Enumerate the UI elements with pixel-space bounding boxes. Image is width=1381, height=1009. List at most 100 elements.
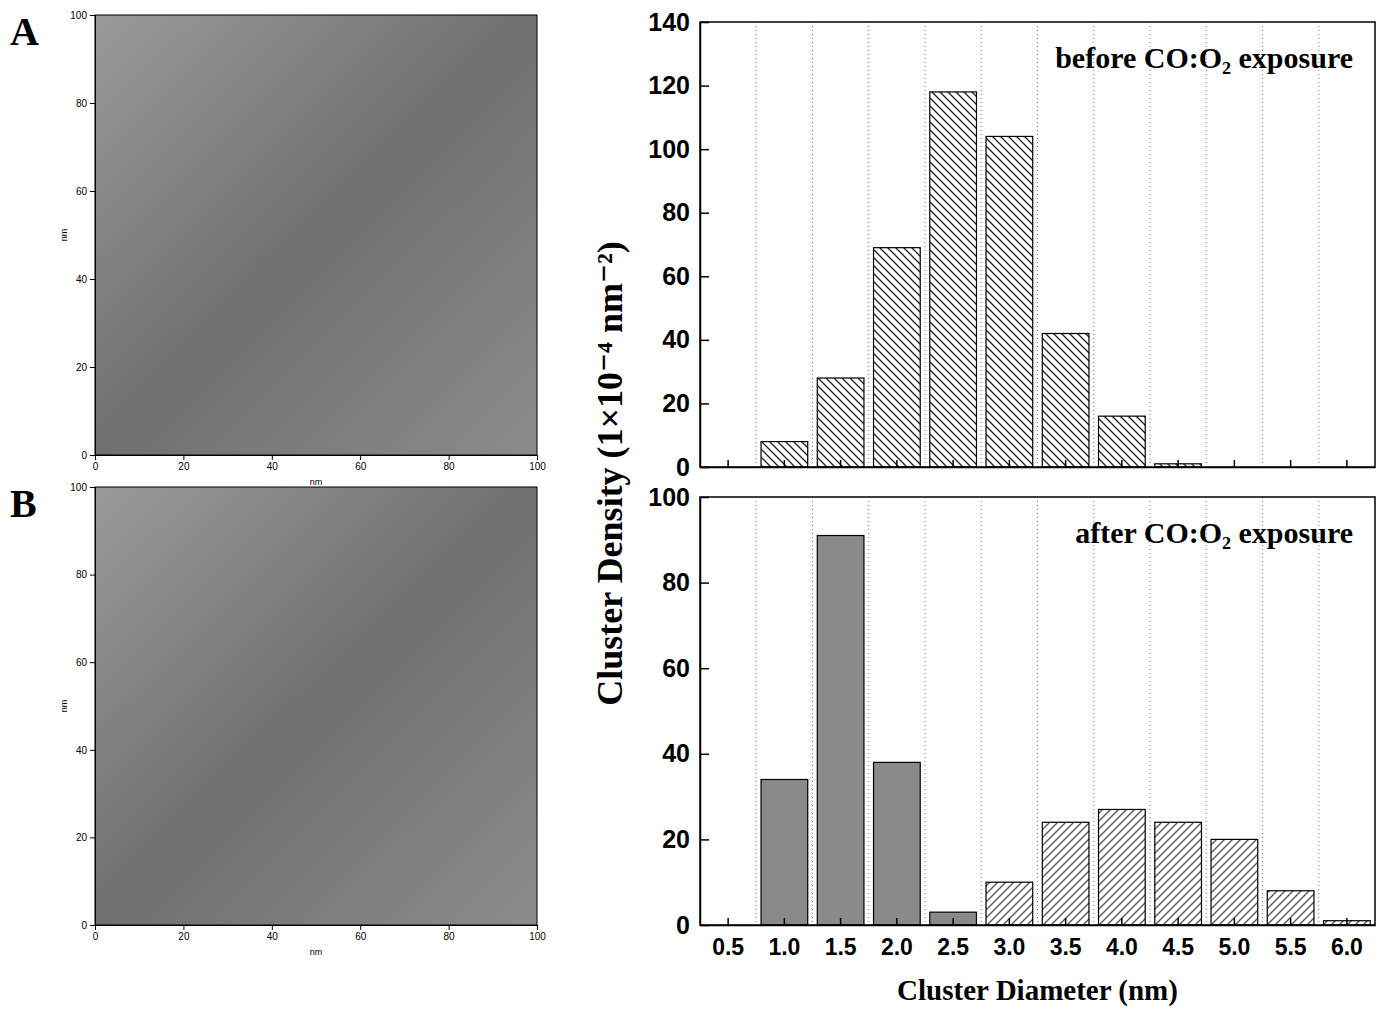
grid-line xyxy=(1150,497,1151,925)
tick: 60 xyxy=(355,925,367,942)
tick-label: 60 xyxy=(355,931,367,942)
tick xyxy=(1290,460,1291,467)
grid-line xyxy=(1150,22,1151,467)
tick-label: 0.5 xyxy=(712,934,744,960)
tick-label: 0 xyxy=(93,931,99,942)
x-axis-title: nm xyxy=(310,477,323,487)
tick-mark xyxy=(90,837,95,838)
tick-label: 4.5 xyxy=(1162,934,1194,960)
tick: 20 xyxy=(76,362,95,373)
grid xyxy=(756,22,1319,467)
tick: 5.0 xyxy=(1218,918,1250,960)
tick-mark xyxy=(727,460,729,467)
x-axis xyxy=(701,460,1376,468)
image-area xyxy=(95,487,537,925)
tick: 60 xyxy=(662,262,709,290)
x-axis: 0.51.01.52.02.53.03.54.04.55.05.56.0 xyxy=(701,918,1376,960)
tick-mark xyxy=(1290,460,1292,467)
tick: 3.5 xyxy=(1050,918,1082,960)
bar xyxy=(761,442,808,467)
bar xyxy=(761,779,808,925)
tick-label: 40 xyxy=(662,739,690,767)
tick: 60 xyxy=(662,654,709,682)
panel-label: A xyxy=(10,9,39,54)
tick-label: 20 xyxy=(662,389,690,417)
tick: 80 xyxy=(662,568,709,596)
tick-label: 1.5 xyxy=(825,934,857,960)
tick-mark xyxy=(896,918,898,925)
tick-label: 80 xyxy=(76,98,88,109)
tick-label: 100 xyxy=(529,461,546,472)
bar xyxy=(1211,839,1258,925)
tick: 100 xyxy=(648,135,709,163)
grid-line xyxy=(812,22,813,467)
tick-label: 6.0 xyxy=(1331,934,1363,960)
bar xyxy=(874,248,921,467)
tick-label: 0 xyxy=(81,450,87,461)
tick-label: 120 xyxy=(648,71,690,99)
tick-mark xyxy=(952,918,954,925)
image-panel: 020406080100020406080100nmnmA xyxy=(10,9,546,487)
tick xyxy=(896,460,897,467)
tick-mark xyxy=(1234,918,1236,925)
bar xyxy=(986,136,1033,467)
tick-mark xyxy=(537,455,538,460)
tick-label: 60 xyxy=(76,657,88,668)
tick-label: 40 xyxy=(662,325,690,353)
bar xyxy=(817,536,864,925)
tick: 60 xyxy=(76,186,95,197)
x-axis-title: Cluster Diameter (nm) xyxy=(897,974,1178,1007)
tick: 100 xyxy=(529,925,546,942)
tick: 80 xyxy=(444,925,456,942)
y-axis: 020406080100 xyxy=(70,482,95,931)
tick-mark xyxy=(700,403,709,405)
grid-line xyxy=(1318,22,1319,467)
tick: 2.0 xyxy=(881,918,913,960)
tick: 40 xyxy=(267,455,279,472)
bar xyxy=(874,762,921,925)
tick xyxy=(1121,460,1122,467)
tick-mark xyxy=(700,85,709,87)
tick: 60 xyxy=(76,657,95,668)
grid-line xyxy=(1262,497,1263,925)
tick-label: 20 xyxy=(662,825,690,853)
grid-line xyxy=(1037,497,1038,925)
grid-line xyxy=(868,22,869,467)
tick: 4.0 xyxy=(1106,918,1138,960)
tick: 5.5 xyxy=(1275,918,1307,960)
y-axis: 020406080100120140 xyxy=(648,8,709,481)
grid-line xyxy=(812,497,813,925)
tick-mark xyxy=(449,455,450,460)
tick: 80 xyxy=(662,198,709,226)
tick-label: 100 xyxy=(648,483,690,511)
tick-mark xyxy=(840,918,842,925)
tick-mark xyxy=(272,455,273,460)
tick-label: 20 xyxy=(76,362,88,373)
tick-label: 60 xyxy=(662,262,690,290)
tick-label: 40 xyxy=(267,931,279,942)
tick-label: 40 xyxy=(76,274,88,285)
tick: 40 xyxy=(662,325,709,353)
tick: 20 xyxy=(178,455,190,472)
tick-mark xyxy=(90,15,95,16)
tick-mark xyxy=(700,925,709,927)
tick-label: 2.5 xyxy=(937,934,969,960)
tick: 0 xyxy=(81,920,95,931)
x-axis: 0 20 40 60 80 100 xyxy=(93,925,547,942)
tick-mark xyxy=(90,487,95,488)
tick-label: 4.0 xyxy=(1106,934,1138,960)
tick-label: 20 xyxy=(178,931,190,942)
tick: 20 xyxy=(178,925,190,942)
tick: 4.5 xyxy=(1162,918,1194,960)
tick-mark xyxy=(1121,918,1123,925)
tick-label: 40 xyxy=(267,461,279,472)
tick: 0 xyxy=(676,453,709,481)
tick-mark xyxy=(272,925,273,930)
tick-mark xyxy=(1121,460,1123,467)
y-axis: 020406080100 xyxy=(648,483,709,939)
figure: 020406080100020406080100nmnmA02040608010… xyxy=(0,0,1381,1009)
tick xyxy=(840,460,841,467)
tick: 40 xyxy=(76,274,95,285)
bar xyxy=(1099,809,1146,925)
tick-label: 40 xyxy=(76,745,88,756)
